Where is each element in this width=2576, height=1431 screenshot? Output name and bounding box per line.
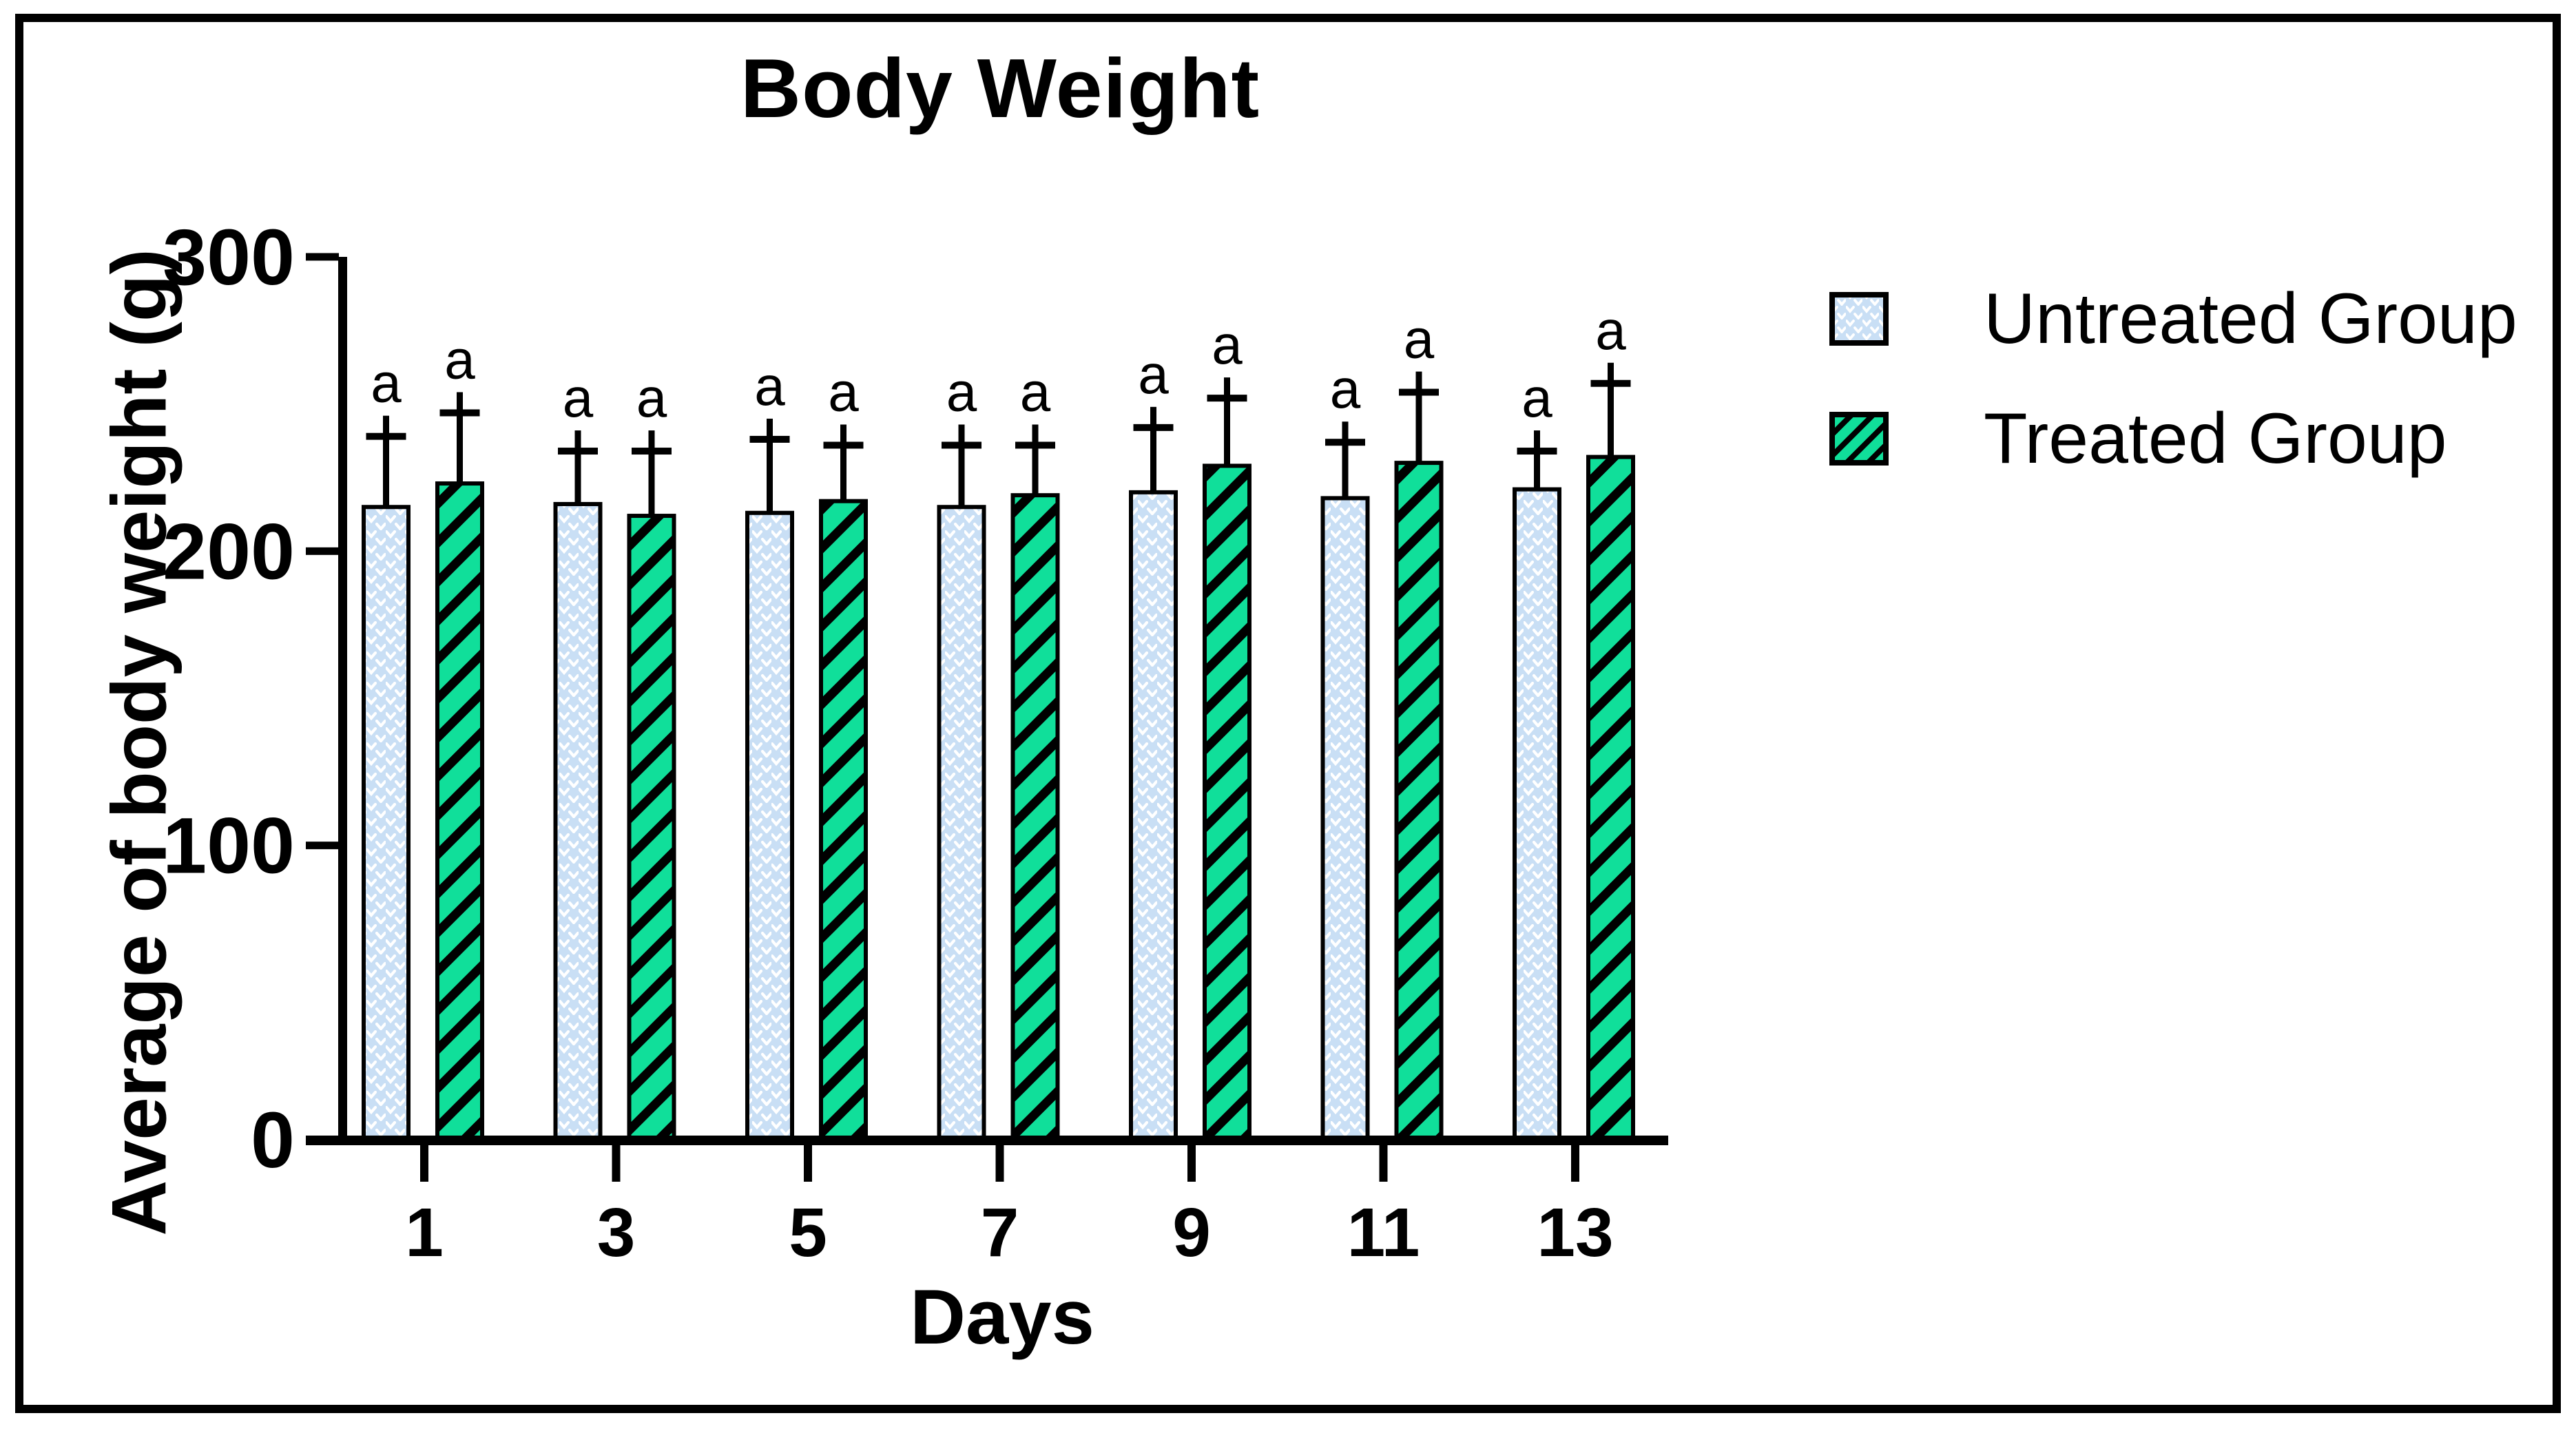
legend-label-treated: Treated Group [1984, 398, 2447, 479]
error-bar-cap-untreated-day-1 [366, 432, 406, 440]
y-tick-label-300: 300 [163, 213, 295, 302]
x-tick-label-day-11: 11 [1347, 1194, 1420, 1271]
significance-letter-treated-day-3: a [636, 367, 667, 428]
legend: Untreated Group Treated Group [1829, 279, 2517, 479]
significance-letter-untreated-day-5: a [754, 355, 785, 417]
bar-untreated-day-13 [1513, 487, 1561, 1145]
y-tick-label-100: 100 [163, 802, 295, 890]
x-tick-label-day-9: 9 [1172, 1194, 1211, 1271]
x-tick-day-13 [1571, 1143, 1579, 1182]
x-tick-day-11 [1379, 1143, 1388, 1182]
error-bar-stem-untreated-day-7 [958, 424, 965, 521]
significance-letter-untreated-day-13: a [1521, 367, 1552, 428]
bar-treated-day-1 [435, 481, 484, 1145]
error-bar-cap-treated-day-1 [439, 409, 480, 417]
y-axis-line [338, 257, 347, 1145]
y-tick-300 [306, 253, 339, 261]
error-bar-stem-treated-day-7 [1032, 424, 1039, 510]
untreated-swatch-icon [1829, 292, 1889, 346]
error-bar-stem-untreated-day-3 [574, 430, 581, 518]
error-bar-cap-treated-day-7 [1015, 441, 1055, 449]
error-bar-cap-untreated-day-11 [1325, 439, 1365, 446]
bar-untreated-day-9 [1129, 490, 1178, 1145]
bar-treated-day-13 [1586, 455, 1635, 1145]
significance-letter-untreated-day-9: a [1138, 344, 1169, 405]
significance-letter-untreated-day-1: a [371, 353, 402, 414]
bar-untreated-day-3 [553, 501, 603, 1145]
x-tick-label-day-3: 3 [597, 1194, 636, 1271]
error-bar-stem-untreated-day-9 [1150, 406, 1156, 506]
significance-letter-treated-day-1: a [444, 328, 475, 390]
y-tick-label-200: 200 [163, 508, 295, 596]
x-tick-label-day-7: 7 [981, 1194, 1019, 1271]
error-bar-stem-untreated-day-5 [767, 418, 773, 527]
y-tick-label-0: 0 [251, 1096, 295, 1184]
x-tick-day-1 [420, 1143, 428, 1182]
treated-swatch-icon [1829, 412, 1889, 466]
legend-item-treated: Treated Group [1829, 399, 2517, 479]
significance-letter-treated-day-9: a [1212, 314, 1243, 375]
error-bar-cap-treated-day-13 [1590, 379, 1631, 387]
error-bar-cap-treated-day-3 [632, 448, 672, 455]
bar-untreated-day-5 [745, 510, 794, 1145]
significance-letter-untreated-day-7: a [946, 361, 977, 422]
legend-item-untreated: Untreated Group [1829, 279, 2517, 359]
y-tick-100 [306, 842, 339, 850]
x-axis-line [306, 1136, 1668, 1145]
error-bar-stem-treated-day-5 [840, 424, 846, 515]
significance-letter-treated-day-11: a [1404, 309, 1435, 370]
error-bar-cap-untreated-day-5 [749, 435, 790, 443]
bar-treated-day-3 [627, 514, 676, 1145]
bar-treated-day-9 [1203, 463, 1251, 1145]
x-tick-day-5 [804, 1143, 812, 1182]
error-bar-cap-treated-day-5 [823, 441, 864, 449]
y-tick-200 [306, 547, 339, 555]
error-bar-stem-untreated-day-1 [383, 415, 389, 521]
bar-untreated-day-11 [1320, 496, 1370, 1145]
chart-title: Body Weight [740, 41, 1260, 135]
error-bar-stem-treated-day-9 [1224, 377, 1230, 480]
significance-letter-treated-day-7: a [1020, 361, 1051, 422]
error-bar-stem-treated-day-11 [1415, 371, 1422, 477]
error-bar-cap-treated-day-11 [1399, 388, 1439, 396]
x-tick-day-3 [612, 1143, 621, 1182]
legend-label-untreated: Untreated Group [1984, 278, 2517, 359]
significance-letter-untreated-day-11: a [1330, 358, 1361, 419]
bar-untreated-day-1 [362, 505, 411, 1145]
error-bar-stem-untreated-day-11 [1342, 421, 1349, 512]
bar-treated-day-7 [1010, 493, 1060, 1145]
bar-untreated-day-7 [937, 505, 986, 1145]
significance-letter-treated-day-13: a [1595, 300, 1626, 361]
x-tick-day-9 [1187, 1143, 1196, 1182]
error-bar-cap-untreated-day-7 [942, 441, 981, 449]
error-bar-cap-untreated-day-9 [1133, 424, 1174, 431]
error-bar-cap-treated-day-9 [1207, 395, 1247, 402]
significance-letter-treated-day-5: a [828, 361, 859, 422]
error-bar-cap-untreated-day-13 [1517, 448, 1557, 455]
x-tick-label-day-13: 13 [1537, 1194, 1613, 1271]
error-bar-stem-treated-day-3 [648, 430, 655, 530]
x-tick-day-7 [995, 1143, 1004, 1182]
error-bar-stem-untreated-day-13 [1534, 430, 1540, 503]
x-tick-label-day-5: 5 [789, 1194, 827, 1271]
significance-letter-untreated-day-3: a [563, 367, 594, 428]
y-axis-label: Average of body weight (g) [96, 249, 183, 1236]
error-bar-stem-treated-day-1 [457, 392, 463, 498]
bar-treated-day-11 [1394, 461, 1444, 1145]
x-axis-label: Days [910, 1274, 1094, 1360]
error-bar-stem-treated-day-13 [1608, 362, 1614, 471]
x-tick-label-day-1: 1 [405, 1194, 444, 1271]
error-bar-cap-untreated-day-3 [558, 448, 598, 455]
bar-treated-day-5 [819, 499, 868, 1145]
